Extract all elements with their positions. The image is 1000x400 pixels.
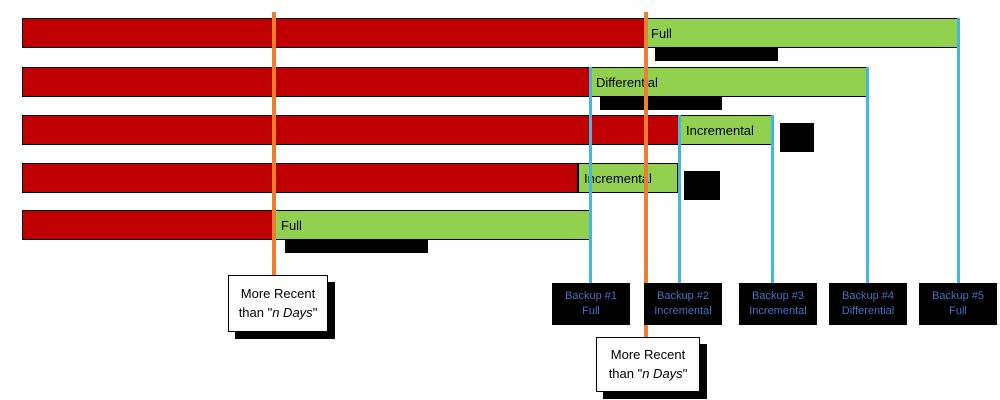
shadow-box bbox=[600, 96, 722, 110]
backup-label: Backup #2 Incremental bbox=[644, 283, 722, 325]
n-days-callout: More Recent than "n Days" bbox=[228, 275, 328, 332]
callout-line1: More Recent bbox=[610, 346, 686, 362]
callout-line2: than "n Days" bbox=[609, 365, 688, 384]
backup-label: Backup #5 Full bbox=[919, 283, 997, 325]
backup-label: Backup #4 Differential bbox=[829, 283, 907, 325]
backup-bar-label: Incremental bbox=[584, 170, 652, 186]
backup-connector-line bbox=[771, 115, 774, 284]
backup-bar-label: Full bbox=[651, 25, 672, 41]
backup-label: Backup #3 Incremental bbox=[739, 283, 817, 325]
backup-bar-full: Full bbox=[275, 210, 590, 240]
retention-bar-red bbox=[22, 18, 645, 48]
callout-line2-italic: n Days bbox=[642, 365, 683, 381]
backup-label-name: Backup #3 bbox=[752, 289, 804, 302]
backup-bar-incremental: Incremental bbox=[578, 163, 678, 193]
backup-bar-incremental: Incremental bbox=[680, 115, 772, 145]
backup-bar-full: Full bbox=[645, 18, 958, 48]
backup-label-name: Backup #1 bbox=[565, 289, 617, 302]
retention-bar-red bbox=[22, 210, 275, 240]
n-days-callout: More Recent than "n Days" bbox=[596, 337, 700, 392]
backup-label: Backup #1 Full bbox=[552, 283, 630, 325]
backup-connector-line bbox=[957, 18, 960, 284]
n-days-marker-line bbox=[644, 12, 648, 338]
shadow-box bbox=[285, 239, 428, 253]
backup-label-type: Differential bbox=[841, 305, 895, 317]
callout-line2-italic: n Days bbox=[272, 304, 313, 320]
backup-label-name: Backup #5 bbox=[932, 289, 984, 302]
backup-bar-differential: Differential bbox=[590, 67, 867, 97]
shadow-box bbox=[780, 123, 814, 152]
backup-connector-line bbox=[866, 67, 869, 284]
callout-line2: than "n Days" bbox=[239, 304, 318, 323]
backup-bar-label: Full bbox=[281, 217, 302, 233]
backup-bar-label: Incremental bbox=[686, 122, 754, 138]
backup-label-type: Incremental bbox=[749, 305, 807, 317]
retention-bar-red bbox=[22, 115, 680, 145]
callout-line1: More Recent bbox=[240, 285, 316, 301]
callout-line2-prefix: than " bbox=[608, 365, 643, 381]
n-days-marker-line bbox=[272, 12, 276, 276]
callout-line2-prefix: than " bbox=[238, 304, 273, 320]
backup-label-type: Full bbox=[582, 305, 600, 317]
backup-label-type: Full bbox=[949, 305, 967, 317]
backup-label-name: Backup #4 bbox=[842, 289, 894, 302]
callout-line2-suffix: " bbox=[312, 304, 318, 320]
backup-bar-label: Differential bbox=[596, 74, 658, 90]
backup-connector-line bbox=[678, 115, 681, 284]
retention-bar-red bbox=[22, 67, 590, 97]
shadow-box bbox=[655, 47, 778, 61]
backup-label-name: Backup #2 bbox=[657, 289, 709, 302]
callout-line2-suffix: " bbox=[682, 365, 688, 381]
backup-connector-line bbox=[589, 67, 592, 284]
shadow-box bbox=[684, 171, 720, 200]
backup-label-type: Incremental bbox=[654, 305, 712, 317]
retention-bar-red bbox=[22, 163, 578, 193]
